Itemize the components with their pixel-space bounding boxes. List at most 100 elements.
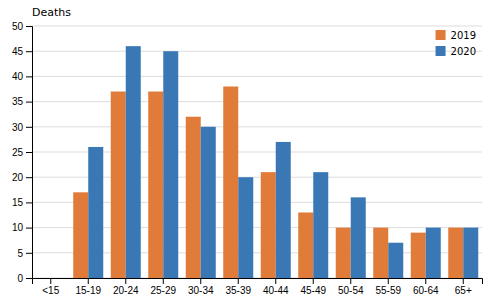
tick-label: 25 bbox=[12, 147, 24, 158]
tick-label: 15-19 bbox=[75, 285, 101, 296]
tick-mark bbox=[26, 51, 32, 52]
tick: 50-54 bbox=[338, 278, 364, 296]
tick: 0 bbox=[17, 273, 32, 284]
bar bbox=[186, 117, 201, 278]
tick-label: 40 bbox=[12, 71, 24, 82]
tick-mark bbox=[26, 278, 32, 279]
grid-line bbox=[32, 51, 482, 52]
tick: 55-59 bbox=[375, 278, 401, 296]
legend-item: 2019 bbox=[436, 30, 476, 41]
tick-mark bbox=[163, 278, 164, 284]
tick-mark bbox=[26, 253, 32, 254]
bar bbox=[448, 228, 463, 278]
bar bbox=[201, 127, 216, 278]
tick-label: <15 bbox=[42, 285, 59, 296]
tick-mark bbox=[26, 127, 32, 128]
tick: 25 bbox=[12, 147, 32, 158]
tick-label: 35 bbox=[12, 96, 24, 107]
bar bbox=[411, 233, 426, 278]
bars bbox=[73, 46, 478, 278]
tick-mark bbox=[200, 278, 201, 284]
tick: 15 bbox=[12, 197, 32, 208]
bar bbox=[336, 228, 351, 278]
tick: 40-44 bbox=[263, 278, 289, 296]
bar bbox=[388, 243, 403, 278]
bar bbox=[351, 197, 366, 278]
tick: 40 bbox=[12, 71, 32, 82]
grid bbox=[32, 26, 482, 278]
grid-line bbox=[32, 76, 482, 77]
tick-label: 5 bbox=[17, 248, 23, 259]
tick: 20 bbox=[12, 172, 32, 183]
bar bbox=[148, 92, 163, 278]
bar bbox=[126, 46, 141, 278]
axis-line bbox=[33, 279, 483, 285]
tick-label: 45-49 bbox=[300, 285, 326, 296]
tick: 65+ bbox=[455, 278, 472, 296]
tick-mark bbox=[125, 278, 126, 284]
tick-label: 20-24 bbox=[113, 285, 139, 296]
tick: 5 bbox=[17, 248, 32, 259]
bar bbox=[373, 228, 388, 278]
tick: 35 bbox=[12, 96, 32, 107]
tick-label: 0 bbox=[17, 273, 23, 284]
tick-label: 50-54 bbox=[338, 285, 364, 296]
bar bbox=[223, 86, 238, 278]
bar bbox=[313, 172, 328, 278]
tick-label: 60-64 bbox=[413, 285, 439, 296]
bar bbox=[73, 192, 88, 278]
bar bbox=[51, 278, 66, 279]
tick: 35-39 bbox=[225, 278, 251, 296]
plot: 05101520253035404550<1515-1920-2425-2930… bbox=[12, 21, 483, 296]
bar bbox=[261, 172, 276, 278]
legend: 2019 2020 bbox=[436, 30, 476, 57]
chart: 05101520253035404550<1515-1920-2425-2930… bbox=[0, 0, 492, 302]
tick: <15 bbox=[42, 278, 59, 296]
legend-label: 2019 bbox=[451, 30, 476, 41]
tick-mark bbox=[275, 278, 276, 284]
tick-mark bbox=[26, 202, 32, 203]
bar bbox=[298, 212, 313, 278]
tick-label: 50 bbox=[12, 21, 24, 32]
tick-label: 20 bbox=[12, 172, 24, 183]
tick-mark bbox=[26, 26, 32, 27]
bar bbox=[426, 228, 441, 278]
tick-mark bbox=[425, 278, 426, 284]
tick-label: 10 bbox=[12, 222, 24, 233]
tick-mark bbox=[88, 278, 89, 284]
tick-label: 55-59 bbox=[375, 285, 401, 296]
legend-item: 2020 bbox=[436, 46, 476, 57]
tick: 25-29 bbox=[150, 278, 176, 296]
tick-label: 65+ bbox=[455, 285, 472, 296]
tick-label: 35-39 bbox=[225, 285, 251, 296]
bar bbox=[111, 92, 126, 278]
tick-mark bbox=[350, 278, 351, 284]
bar bbox=[238, 177, 253, 278]
bar bbox=[163, 51, 178, 278]
tick: 60-64 bbox=[413, 278, 439, 296]
bar bbox=[276, 142, 291, 278]
tick-label: 15 bbox=[12, 197, 24, 208]
tick-mark bbox=[238, 278, 239, 284]
legend-swatch bbox=[436, 46, 446, 56]
axis-line bbox=[26, 27, 33, 279]
tick-mark bbox=[26, 152, 32, 153]
grid-line bbox=[32, 26, 482, 27]
tick: 10 bbox=[12, 222, 32, 233]
grid-line bbox=[32, 101, 482, 102]
tick-mark bbox=[26, 228, 32, 229]
tick-mark bbox=[463, 278, 464, 284]
tick-label: 45 bbox=[12, 46, 24, 57]
tick-mark bbox=[50, 278, 51, 284]
y-axis: 05101520253035404550 bbox=[12, 21, 33, 284]
grid-line bbox=[32, 126, 482, 127]
legend-label: 2020 bbox=[451, 46, 476, 57]
series bbox=[88, 46, 478, 278]
bar bbox=[463, 228, 478, 278]
tick: 15-19 bbox=[75, 278, 101, 296]
tick-mark bbox=[26, 177, 32, 178]
legend-swatch bbox=[436, 30, 446, 40]
tick-mark bbox=[313, 278, 314, 284]
axis-title: Deaths bbox=[32, 6, 71, 19]
tick-mark bbox=[26, 102, 32, 103]
